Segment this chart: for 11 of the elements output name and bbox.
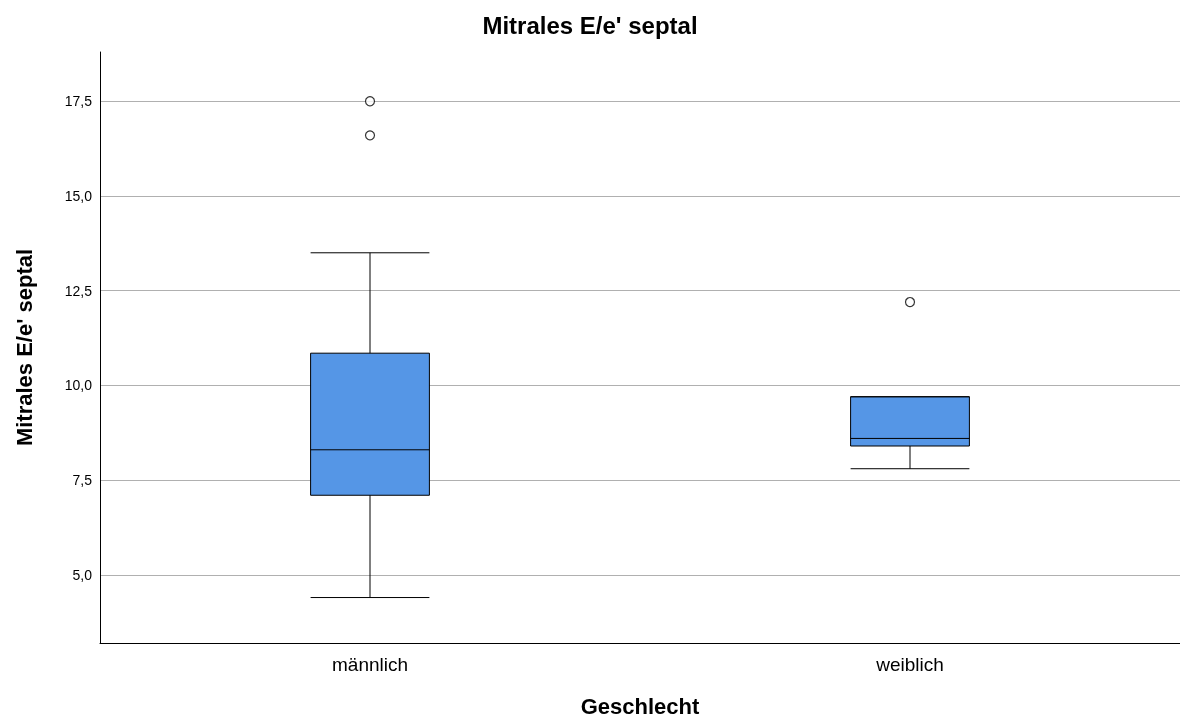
y-tick-label: 12,5 — [64, 282, 93, 299]
y-tick-label: 7,5 — [72, 472, 93, 489]
x-axis-title: Geschlecht — [580, 693, 700, 719]
y-tick-label: 15,0 — [64, 187, 93, 204]
x-tick-label: männlich — [331, 654, 409, 675]
y-tick-label: 17,5 — [64, 93, 93, 110]
y-axis-title: Mitrales E/e' septal — [11, 248, 37, 447]
y-tick-label: 5,0 — [72, 566, 93, 583]
y-tick-label: 10,0 — [64, 377, 93, 394]
x-tick-label: weiblich — [875, 654, 944, 675]
chart-title: Mitrales E/e' septal — [482, 11, 698, 39]
